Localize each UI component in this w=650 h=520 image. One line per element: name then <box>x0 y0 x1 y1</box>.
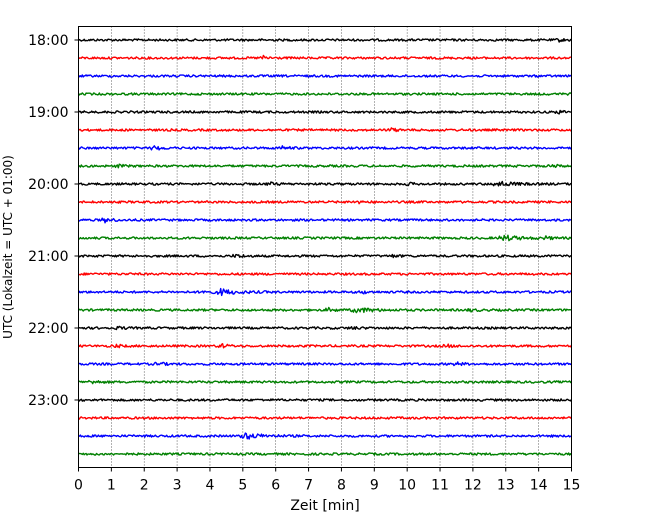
x-tick-label: 1 <box>107 478 116 494</box>
trace-row-22 <box>78 432 572 440</box>
x-tick-label: 11 <box>431 478 449 494</box>
trace-row-20 <box>77 398 573 402</box>
trace-row-15 <box>78 306 572 314</box>
x-tick-label: 6 <box>271 478 280 494</box>
x-tick-label: 15 <box>563 478 581 494</box>
y-axis-ticks: 18:00 19:00 20:00 21:00 22:00 23:00 <box>28 33 79 409</box>
x-tick-label: 14 <box>530 478 548 494</box>
x-tick-label: 0 <box>74 478 83 494</box>
trace-row-8 <box>78 180 572 187</box>
y-tick-label: 20:00 <box>28 177 68 193</box>
x-tick-label: 13 <box>497 478 515 494</box>
y-tick-label: 19:00 <box>28 105 68 121</box>
y-tick-label: 23:00 <box>28 393 68 409</box>
trace-row-11 <box>78 234 573 242</box>
trace-row-21 <box>78 416 573 420</box>
plot-frame <box>78 26 572 468</box>
trace-row-4 <box>78 109 572 115</box>
trace-row-1 <box>77 54 572 60</box>
trace-row-3 <box>77 92 572 96</box>
x-tick-label: 7 <box>304 478 313 494</box>
trace-row-18 <box>78 361 572 367</box>
trace-row-5 <box>78 127 572 133</box>
trace-row-10 <box>78 217 572 224</box>
x-axis-label: Zeit [min] <box>290 498 359 514</box>
trace-row-12 <box>77 253 572 259</box>
x-tick-label: 2 <box>140 478 149 494</box>
y-tick-label: 22:00 <box>28 321 68 337</box>
x-tick-label: 8 <box>337 478 346 494</box>
trace-row-7 <box>78 163 573 169</box>
trace-row-9 <box>78 200 572 205</box>
y-axis-label: UTC (Lokalzeit = UTC + 01:00) <box>1 155 15 339</box>
x-tick-label: 4 <box>206 478 215 494</box>
x-axis-ticks: 0 1 2 3 4 5 6 7 8 9 10 11 12 13 14 15 <box>74 467 581 494</box>
trace-row-14 <box>77 287 572 297</box>
trace-row-16 <box>78 325 573 331</box>
trace-row-19 <box>78 379 573 385</box>
y-tick-label: 21:00 <box>28 249 68 265</box>
x-tick-label: 12 <box>464 478 482 494</box>
y-tick-label: 18:00 <box>28 33 68 49</box>
trace-row-6 <box>77 145 573 151</box>
x-tick-label: 10 <box>398 478 416 494</box>
x-tick-label: 3 <box>173 478 182 494</box>
x-tick-label: 9 <box>370 478 379 494</box>
trace-row-2 <box>77 74 572 78</box>
x-tick-label: 5 <box>238 478 247 494</box>
seismogram-traces <box>77 37 573 456</box>
trace-row-23 <box>78 452 573 456</box>
trace-row-0 <box>78 37 572 43</box>
minute-grid <box>111 26 539 468</box>
trace-row-17 <box>77 343 573 349</box>
trace-row-13 <box>78 272 573 276</box>
